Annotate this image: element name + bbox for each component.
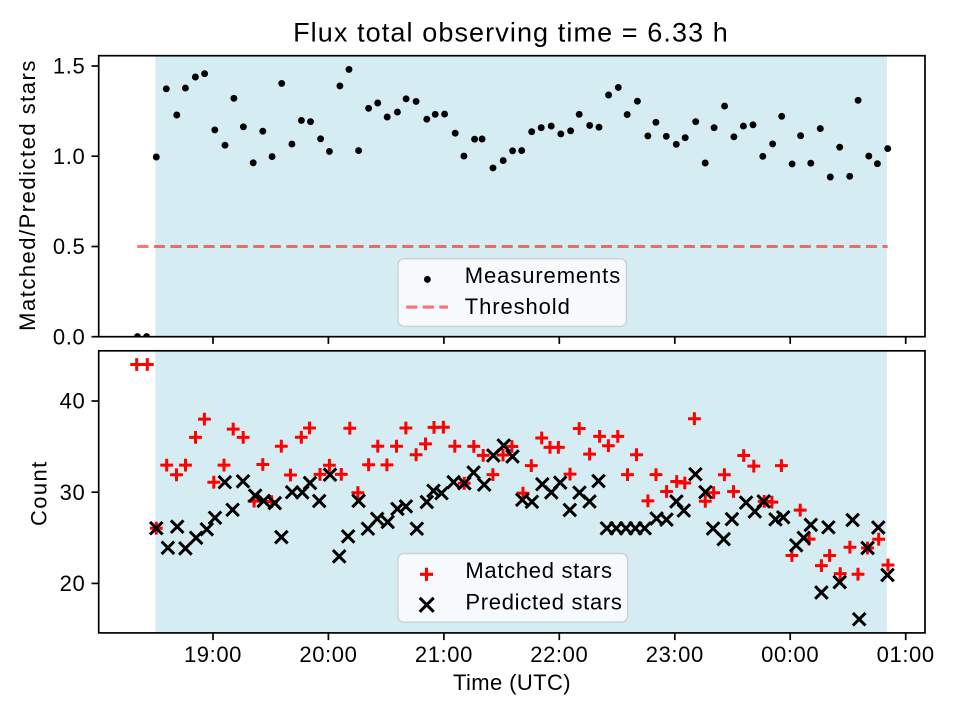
svg-text:Flux total observing time = 6.: Flux total observing time = 6.33 h (293, 18, 729, 48)
svg-text:Time (UTC): Time (UTC) (453, 670, 571, 695)
svg-text:19:00: 19:00 (184, 642, 242, 667)
svg-text:21:00: 21:00 (415, 642, 473, 667)
svg-text:22:00: 22:00 (530, 642, 588, 667)
svg-text:Matched/Predicted stars: Matched/Predicted stars (15, 59, 40, 331)
svg-text:0.5: 0.5 (53, 234, 86, 259)
svg-text:1.0: 1.0 (53, 144, 86, 169)
svg-text:Matched stars: Matched stars (465, 558, 612, 583)
svg-text:0.0: 0.0 (53, 324, 86, 349)
svg-text:1.5: 1.5 (53, 54, 86, 79)
svg-text:23:00: 23:00 (646, 642, 704, 667)
svg-text:20: 20 (60, 571, 86, 596)
svg-text:40: 40 (60, 389, 86, 414)
svg-text:01:00: 01:00 (877, 642, 935, 667)
svg-text:Count: Count (27, 460, 52, 526)
svg-text:30: 30 (60, 480, 86, 505)
svg-text:20:00: 20:00 (299, 642, 357, 667)
svg-text:00:00: 00:00 (761, 642, 819, 667)
svg-text:Predicted stars: Predicted stars (465, 589, 622, 614)
svg-text:Threshold: Threshold (465, 294, 571, 319)
svg-text:Measurements: Measurements (465, 263, 621, 288)
